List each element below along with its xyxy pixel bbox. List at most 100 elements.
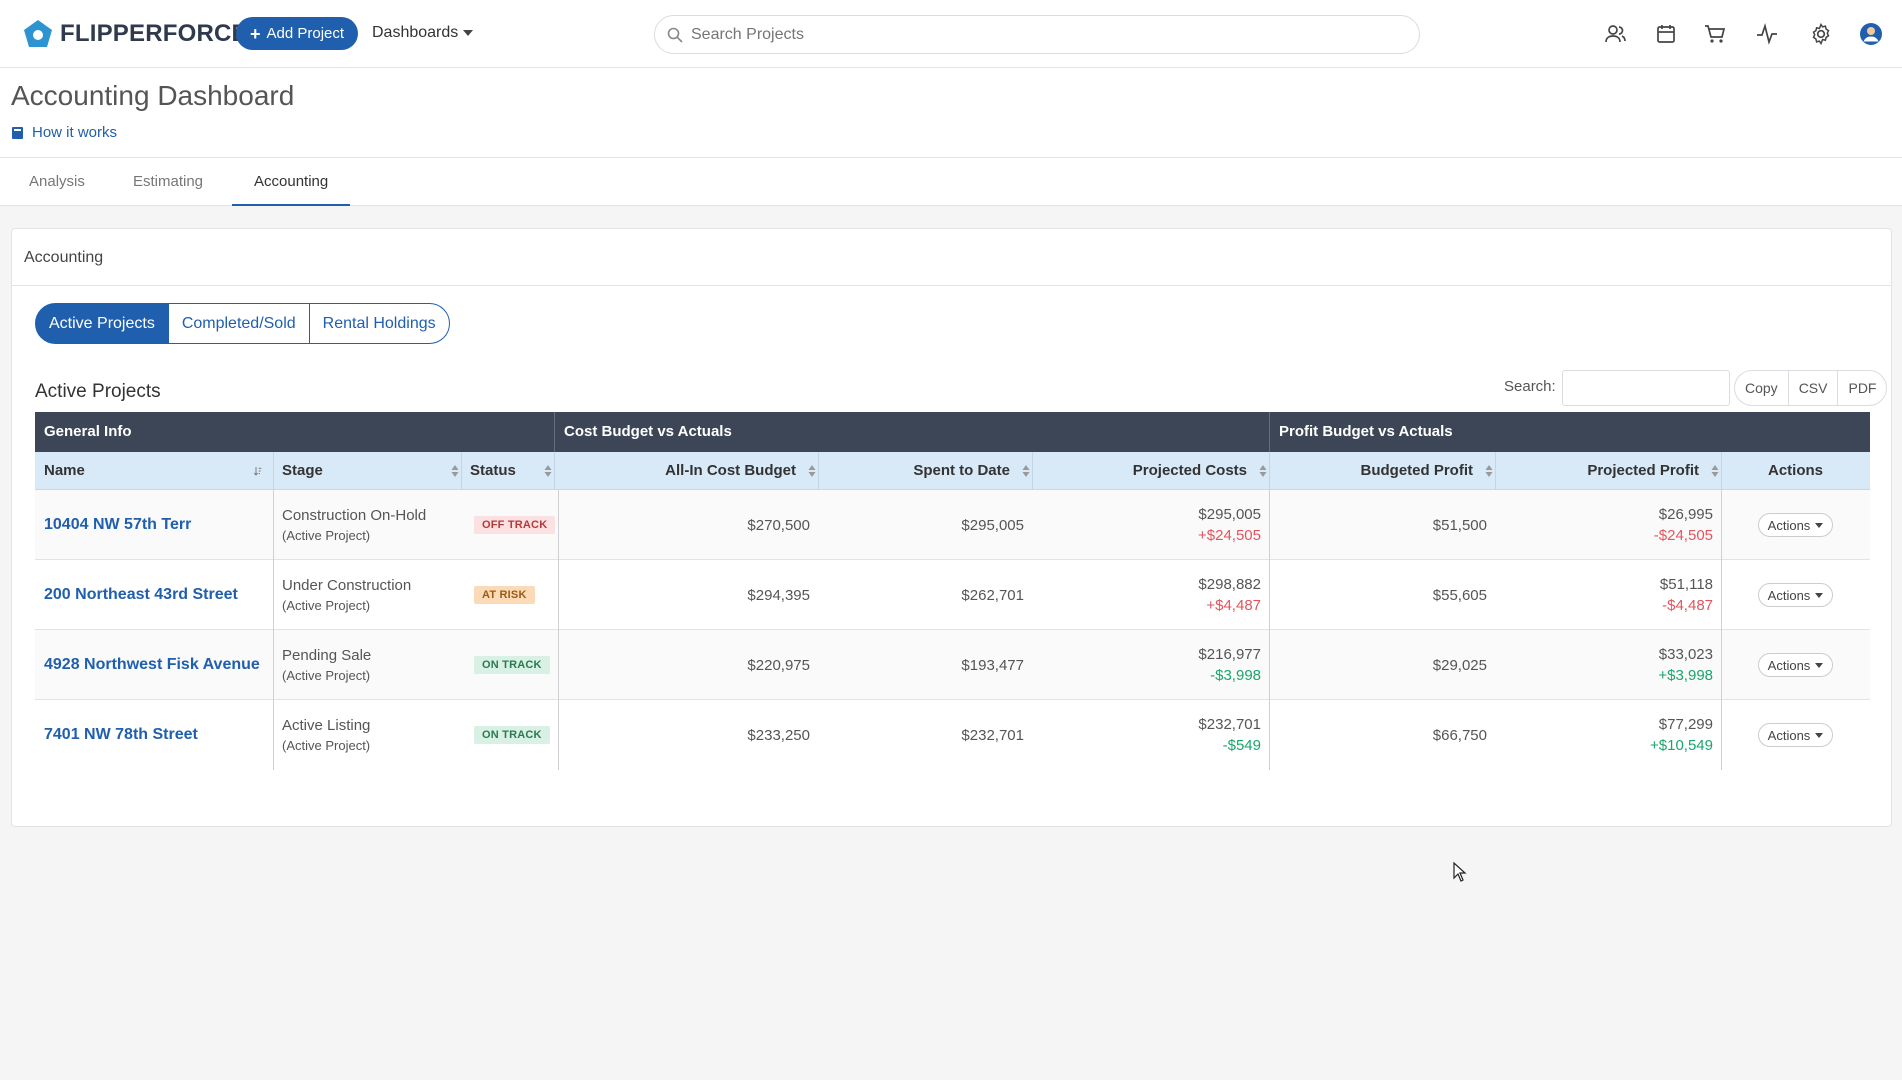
activity-icon[interactable] [1755,22,1779,46]
stage-text: Under Construction [282,577,412,594]
brand-name: FLIPPERFORCE [60,20,248,47]
segment-active-projects[interactable]: Active Projects [35,303,169,344]
projected-profit-value: $51,118 [1659,576,1713,593]
table-title: Active Projects [35,381,161,402]
dashboards-menu[interactable]: Dashboards [372,24,474,42]
spent-value: $262,701 [961,586,1024,604]
col-cost-budget-label: All-In Cost Budget [665,462,796,479]
segment-completed-sold[interactable]: Completed/Sold [167,303,310,344]
actions-dropdown-button[interactable]: Actions [1757,653,1834,677]
top-navbar: FLIPPERFORCE + Add Project Dashboards [0,0,1902,68]
col-spent-label: Spent to Date [913,462,1010,479]
group-general-info: General Info [44,423,132,440]
project-search [654,15,1420,54]
cost-budget-value: $294,395 [747,586,810,604]
pentagon-logo-icon [24,20,52,47]
actions-dropdown-button[interactable]: Actions [1757,583,1834,607]
col-status[interactable]: Status [461,452,554,490]
users-icon[interactable] [1603,22,1627,46]
actions-dropdown-button[interactable]: Actions [1757,723,1834,747]
project-filter-segments: Active Projects Completed/Sold Rental Ho… [35,303,450,344]
chevron-down-icon [1815,522,1824,528]
tab-accounting[interactable]: Accounting [232,158,351,206]
spent-value: $295,005 [961,516,1024,534]
col-stage[interactable]: Stage [273,452,461,490]
add-project-button[interactable]: + Add Project [236,17,359,50]
dashboards-label: Dashboards [372,24,459,41]
cost-budget-value: $233,250 [747,726,810,744]
col-spent[interactable]: Spent to Date [818,452,1032,490]
col-cost-budget[interactable]: All-In Cost Budget [554,452,818,490]
actions-label: Actions [1767,587,1811,603]
col-projected-costs[interactable]: Projected Costs [1032,452,1269,490]
active-projects-table: General Info Cost Budget vs Actuals Prof… [35,412,1870,770]
project-name-link[interactable]: 10404 NW 57th Terr [44,516,192,533]
projected-cost-value: $216,977 [1198,646,1261,663]
sort-icon [1259,465,1267,477]
col-name-label: Name [44,462,85,479]
projected-cost-diff: +$4,487 [1206,597,1261,614]
group-profit-budget: Profit Budget vs Actuals [1279,423,1453,440]
sort-icon [1485,465,1493,477]
sort-icon [451,465,459,477]
search-input[interactable] [691,25,1391,44]
page-title: Accounting Dashboard [11,80,295,111]
col-stage-label: Stage [282,462,323,479]
table-row: 10404 NW 57th Terr Construction On-Hold … [35,490,1870,560]
status-badge: OFF TRACK [474,516,556,534]
export-buttons: Copy CSV PDF [1734,370,1888,406]
col-actions: Actions [1767,462,1823,479]
project-name-link[interactable]: 7401 NW 78th Street [44,726,198,743]
budgeted-profit-value: $55,605 [1432,586,1487,604]
calendar-icon[interactable] [1654,22,1678,46]
projected-cost-value: $298,882 [1198,576,1261,593]
pdf-button[interactable]: PDF [1837,370,1888,406]
sort-desc-icon [254,467,262,476]
projected-profit-diff: +$3,998 [1658,667,1713,684]
stage-text: Construction On-Hold [282,507,427,524]
avatar-icon[interactable] [1859,22,1883,46]
table-column-header: Name Stage Status All-In Cost Budget Spe… [35,452,1870,490]
tab-analysis[interactable]: Analysis [29,173,85,190]
stage-subtext: (Active Project) [282,598,371,613]
table-search-label: Search: [1504,378,1556,395]
projected-profit-value: $77,299 [1658,716,1713,733]
col-status-label: Status [470,462,516,479]
table-row: 4928 Northwest Fisk Avenue Pending Sale … [35,630,1870,700]
projected-profit-value: $33,023 [1658,646,1713,663]
book-icon [12,126,23,139]
card-title: Accounting [12,229,1891,286]
sort-icon [1711,465,1719,477]
chevron-down-icon [1815,592,1824,598]
how-it-works-label: How it works [32,124,118,141]
actions-label: Actions [1767,657,1811,673]
col-projected-costs-label: Projected Costs [1132,462,1247,479]
budgeted-profit-value: $51,500 [1432,516,1487,534]
group-cost-budget: Cost Budget vs Actuals [564,423,732,440]
actions-dropdown-button[interactable]: Actions [1757,513,1834,537]
projected-cost-value: $295,005 [1198,506,1261,523]
tab-estimating[interactable]: Estimating [133,173,204,190]
segment-rental-holdings[interactable]: Rental Holdings [308,303,450,344]
spent-value: $232,701 [961,726,1024,744]
status-badge: AT RISK [474,586,535,604]
projected-cost-diff: +$24,505 [1198,527,1261,544]
project-name-link[interactable]: 4928 Northwest Fisk Avenue [44,656,260,673]
table-search-input[interactable] [1562,370,1730,406]
brand-logo[interactable]: FLIPPERFORCE [22,18,248,50]
sort-icon [808,465,816,477]
col-budgeted-profit[interactable]: Budgeted Profit [1269,452,1495,490]
plus-icon: + [250,23,261,44]
csv-button[interactable]: CSV [1787,370,1839,406]
cost-budget-value: $270,500 [747,516,810,534]
how-it-works-link[interactable]: How it works [11,124,117,141]
cart-icon[interactable] [1703,22,1727,46]
project-name-link[interactable]: 200 Northeast 43rd Street [44,586,238,603]
copy-button[interactable]: Copy [1734,370,1789,406]
col-projected-profit-label: Projected Profit [1587,462,1699,479]
gear-icon[interactable] [1809,22,1833,46]
dashboard-tabs: Analysis Estimating Accounting [0,157,1902,206]
col-name[interactable]: Name [35,452,265,490]
col-projected-profit[interactable]: Projected Profit [1495,452,1721,490]
page-header: Accounting Dashboard How it works [0,68,1902,158]
